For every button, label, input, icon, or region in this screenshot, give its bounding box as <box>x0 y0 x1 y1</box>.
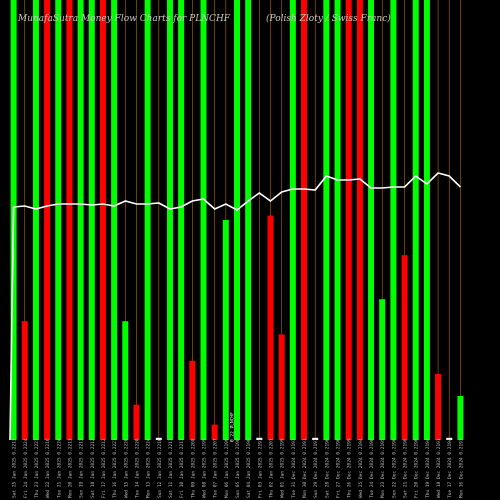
bar-down <box>345 0 352 440</box>
bar-up <box>144 0 151 440</box>
bar-up <box>245 0 252 440</box>
bar-down <box>21 321 28 440</box>
x-tick-label: Tue 24 Dec 2024 0.2196 <box>369 438 375 498</box>
bar-up <box>234 0 240 440</box>
x-tick-label: Sun 12 Jan 2025 0.2210 <box>157 438 163 498</box>
bar-up <box>222 220 229 440</box>
x-tick-label: Thu 26 Dec 2024 0.2199 <box>347 438 353 498</box>
bar-up <box>323 0 330 440</box>
bar-up <box>390 0 397 440</box>
price-line <box>9 172 461 441</box>
x-tick-label: Mon 13 Jan 2025 0.2224 <box>146 438 152 498</box>
bar-up <box>423 0 430 440</box>
x-tick-label: Wed 22 Jan 2025 0.2216 <box>45 438 51 498</box>
bar-down <box>401 255 408 440</box>
bar-up <box>334 0 341 440</box>
x-tick-label: Thu 23 Jan 2025 0.2227 <box>34 438 40 498</box>
bar-down <box>189 360 196 440</box>
bar-down <box>267 215 274 440</box>
x-tick-label: Tue 07 Jan 2025 0.2207 <box>213 438 219 498</box>
x-tick-label: Sat 04 Jan 2025 0.2196 <box>246 438 252 498</box>
bar-down <box>211 424 218 440</box>
x-tick-label: Wed 18 Dec 2024 0.2191 <box>436 438 442 498</box>
x-tick-label: Sun 19 Jan 2025 0.2213 <box>79 438 85 498</box>
x-tick-label: Tue 14 Jan 2025 0.2220 <box>134 438 140 498</box>
bar-down <box>356 0 363 440</box>
x-tick-label: Mon 20 Jan 2025 0.2213 <box>67 438 73 498</box>
bar-up <box>88 0 95 440</box>
bar-up <box>77 0 84 440</box>
bar-neutral <box>446 437 453 440</box>
bar-down <box>99 0 106 440</box>
bar-up <box>457 396 464 440</box>
bar-up <box>122 321 129 440</box>
x-tick-label: Wed 01 Jan 2025 0.2199 <box>280 438 286 498</box>
x-tick-label: Mon 16 Dec 2024 0.2193 <box>458 438 464 498</box>
x-tick-label: Wed 25 Dec 2024 0.2194 <box>358 438 364 498</box>
price-line-group <box>9 172 461 441</box>
bar-up <box>200 0 207 440</box>
x-tick-label: Fri 17 Jan 2025 0.2212 <box>101 438 107 498</box>
bar-neutral <box>312 437 319 440</box>
x-tick-label: Mon 30 Dec 2024 0.2191 <box>302 438 308 498</box>
x-tick-label: Tue 21 Jan 2025 0.2224 <box>56 438 62 498</box>
bar-up <box>178 0 185 440</box>
bar-neutral <box>155 437 162 440</box>
x-tick-label: Tue 31 Dec 2024 0.2193 <box>291 438 297 498</box>
bar-up <box>32 0 39 440</box>
x-tick-label: Thu 16 Jan 2025 0.2221 <box>112 438 118 498</box>
x-tick-label: Fri 27 Dec 2024 0.2196 <box>336 438 342 498</box>
x-tick-label: Wed 08 Jan 2025 0.2199 <box>201 438 207 498</box>
bar-up <box>111 0 118 440</box>
x-tick-label: Sun 22 Dec 2024 0.2196 <box>391 438 397 498</box>
x-tick-label: Mon 23 Dec 2024 0.2195 <box>380 438 386 498</box>
x-tick-label: Fri 03 Jan 2025 0.2191 <box>257 438 263 498</box>
bar-up <box>379 299 386 440</box>
mid-annotation: 0.22 PLNCHF <box>230 412 236 442</box>
x-tick-label: Sat 21 Dec 2024 0.2196 <box>403 438 409 498</box>
x-tick-label: Sun 05 Jan 2025 0.2190 <box>235 438 241 498</box>
x-tick-label: Fri 10 Jan 2025 0.2211 <box>179 438 185 498</box>
x-tick-label: Sat 28 Dec 2024 0.2196 <box>324 438 330 498</box>
chart-subtitle: (Polish Zloty / Swiss Franc) <box>266 14 391 24</box>
bar-up <box>55 0 62 440</box>
bar-down <box>66 0 73 440</box>
bar-down <box>301 0 308 440</box>
bar-up <box>289 0 296 440</box>
x-tick-label: Sat 18 Jan 2025 0.2212 <box>90 438 96 498</box>
x-tick-label: Wed 15 Jan 2025 0.2220 <box>123 438 129 498</box>
x-tick-label: Thu 02 Jan 2025 0.2201 <box>269 438 275 498</box>
bar-neutral <box>256 437 263 440</box>
bar-down <box>133 404 140 440</box>
bar-up <box>412 0 419 440</box>
bar-down <box>44 0 51 440</box>
x-tick-label: Thu 19 Dec 2024 0.2194 <box>425 438 431 498</box>
x-tick-label: Sat 11 Jan 2025 0.2211 <box>168 438 174 498</box>
bar-down <box>278 334 285 440</box>
bar-up <box>368 0 375 440</box>
x-tick-labels: Sat 25 Jan 2025 0.2213 Fri 24 Jan 2025 0.… <box>12 412 465 498</box>
x-tick-label: Tue 17 Dec 2024 0.2194 <box>447 438 453 498</box>
x-tick-label: Fri 24 Jan 2025 0.2224 <box>23 438 29 498</box>
bar-down <box>435 374 442 440</box>
x-tick-label: Fri 20 Dec 2024 0.2196 <box>414 438 420 498</box>
bar-up <box>166 0 173 440</box>
bars <box>10 0 464 440</box>
x-tick-label: Sun 29 Dec 2024 0.2197 <box>313 438 319 498</box>
x-tick-label: Thu 09 Jan 2025 0.2208 <box>190 438 196 498</box>
chart-title: MunafaSutra Money Flow Charts for PLNCHF <box>18 14 231 24</box>
x-tick-label: Mon 06 Jan 2025 0.2199 <box>224 438 230 498</box>
x-tick-label: Sat 25 Jan 2025 0.2213 <box>12 438 18 498</box>
